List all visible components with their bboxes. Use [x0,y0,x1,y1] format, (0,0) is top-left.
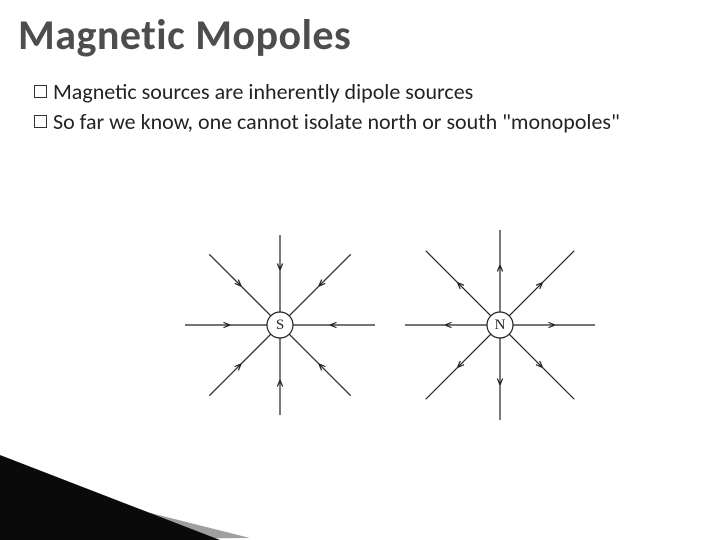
checkbox-icon [34,85,47,98]
bullet-1: Magnetic sources are inherently dipole s… [34,78,674,106]
monopole-diagram: SN [130,210,610,470]
slide-title: Magnetic Mopoles [18,10,351,61]
svg-text:N: N [495,317,506,333]
bullet-1-text: Magnetic sources are inherently dipole s… [53,78,473,105]
bullet-2-text: So far we know, one cannot isolate north… [53,108,620,135]
checkbox-icon [34,115,47,128]
decor-gray [0,475,250,540]
bullet-2: So far we know, one cannot isolate north… [34,108,674,136]
diagram-svg: SN [130,210,610,470]
body-text: Magnetic sources are inherently dipole s… [34,78,674,137]
svg-text:S: S [276,317,284,333]
slide: Magnetic Mopoles Magnetic sources are in… [0,0,720,540]
